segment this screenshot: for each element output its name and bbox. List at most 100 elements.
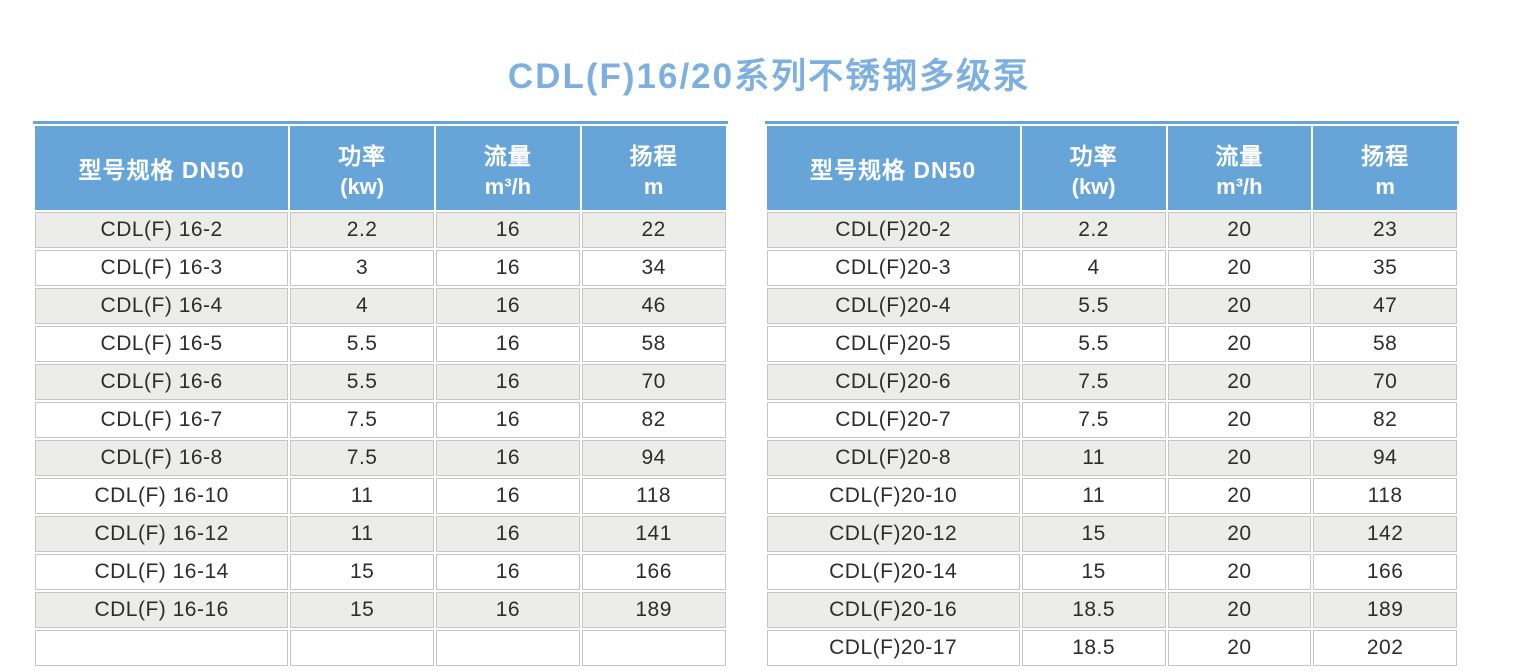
table-row: CDL(F)20-8 11 20 94 (766, 440, 1457, 476)
cell-model: CDL(F)20-5 (766, 326, 1020, 362)
cell-power: 11 (290, 478, 434, 514)
header-row: 型号规格 DN50 功率 (kw) 流量 m³/h 扬程 m (35, 126, 726, 210)
col-header-power: 功率 (kw) (290, 126, 434, 210)
cell-head: 58 (1313, 326, 1457, 362)
pump-table-right-wrap: 型号规格 DN50 功率 (kw) 流量 m³/h 扬程 m CDL(F)20-2 2.2 20… (764, 121, 1460, 668)
cell-head: 141 (581, 516, 726, 552)
cell-power: 15 (290, 554, 434, 590)
col-header-head: 扬程 m (1313, 126, 1457, 210)
cell-model: CDL(F) 16-6 (35, 364, 289, 400)
cell-model: CDL(F) 16-2 (35, 212, 289, 248)
table-row: CDL(F)20-12 15 20 142 (766, 516, 1457, 552)
cell-power: 3 (290, 250, 434, 286)
col-header-head-line1: 扬程 (629, 142, 678, 169)
cell-flow: 20 (1167, 212, 1312, 248)
cell-power: 5.5 (290, 364, 434, 400)
cell-power: 11 (1021, 440, 1166, 476)
cell-head: 189 (581, 592, 726, 628)
table-row: CDL(F)20-14 15 20 166 (766, 554, 1457, 590)
col-header-flow-line2: m³/h (484, 173, 532, 199)
cell-model: CDL(F)20-4 (766, 288, 1020, 324)
cell-model: CDL(F) 16-12 (35, 516, 289, 552)
cell-head: 82 (1313, 402, 1457, 438)
cell-power: 2.2 (290, 212, 434, 248)
cell-power: 18.5 (1021, 630, 1166, 666)
cell-head (581, 630, 726, 666)
cell-flow: 20 (1167, 478, 1312, 514)
cell-model: CDL(F)20-8 (766, 440, 1020, 476)
table-row: CDL(F)20-17 18.5 20 202 (766, 630, 1457, 666)
pump-table-left: 型号规格 DN50 功率 (kw) 流量 m³/h 扬程 m CDL(F) 16-2 2.2 1… (33, 124, 728, 668)
cell-flow: 20 (1167, 554, 1312, 590)
table-row: CDL(F) 16-10 11 16 118 (35, 478, 726, 514)
col-header-flow: 流量 m³/h (1167, 126, 1312, 210)
cell-flow (436, 630, 580, 666)
table-row: CDL(F)20-10 11 20 118 (766, 478, 1457, 514)
table-row: CDL(F) 16-16 15 16 189 (35, 592, 726, 628)
cell-head: 70 (581, 364, 726, 400)
cell-flow: 16 (436, 440, 580, 476)
col-header-model: 型号规格 DN50 (35, 126, 289, 210)
cell-head: 22 (581, 212, 726, 248)
cell-flow: 20 (1167, 630, 1312, 666)
pump-table-left-wrap: 型号规格 DN50 功率 (kw) 流量 m³/h 扬程 m CDL(F) 16-2 2.2 1… (33, 121, 728, 668)
cell-power: 7.5 (1021, 402, 1166, 438)
cell-power: 18.5 (1021, 592, 1166, 628)
table-body: CDL(F)20-2 2.2 20 23 CDL(F)20-3 4 20 35 CDL(F)20… (766, 212, 1457, 666)
cell-head: 94 (1313, 440, 1457, 476)
table-row: CDL(F)20-7 7.5 20 82 (766, 402, 1457, 438)
cell-model: CDL(F)20-12 (766, 516, 1020, 552)
cell-flow: 16 (436, 250, 580, 286)
col-header-flow-line2: m³/h (1216, 173, 1263, 199)
cell-head: 166 (581, 554, 726, 590)
cell-head: 82 (581, 402, 726, 438)
cell-model: CDL(F)20-16 (766, 592, 1020, 628)
page-title: CDL(F)16/20系列不锈钢多级泵 (507, 57, 1031, 96)
cell-flow: 16 (436, 326, 580, 362)
cell-power: 5.5 (1021, 326, 1166, 362)
cell-power: 15 (1021, 554, 1166, 590)
table-row: CDL(F) 16-8 7.5 16 94 (35, 440, 726, 476)
cell-flow: 20 (1167, 516, 1312, 552)
cell-power: 15 (1021, 516, 1166, 552)
cell-head: 47 (1313, 288, 1457, 324)
col-header-model-line1: 型号规格 DN50 (810, 157, 977, 183)
cell-model (35, 630, 289, 666)
cell-flow: 20 (1167, 326, 1312, 362)
cell-flow: 16 (436, 554, 580, 590)
cell-head: 189 (1313, 592, 1457, 628)
table-row: CDL(F) 16-12 11 16 141 (35, 516, 726, 552)
col-header-model-line1: 型号规格 DN50 (78, 157, 245, 183)
cell-power: 4 (290, 288, 434, 324)
cell-model: CDL(F) 16-3 (35, 250, 289, 286)
cell-flow: 20 (1167, 250, 1312, 286)
cell-flow: 16 (436, 478, 580, 514)
col-header-head: 扬程 m (581, 126, 726, 210)
cell-power: 15 (290, 592, 434, 628)
cell-power: 7.5 (290, 440, 434, 476)
table-row: CDL(F) 16-14 15 16 166 (35, 554, 726, 590)
cell-model: CDL(F)20-3 (766, 250, 1020, 286)
tables-container: 型号规格 DN50 功率 (kw) 流量 m³/h 扬程 m CDL(F) 16-2 2.2 1… (33, 121, 1459, 668)
cell-head: 46 (581, 288, 726, 324)
table-row (35, 630, 726, 666)
cell-power: 11 (1021, 478, 1166, 514)
cell-power: 11 (290, 516, 434, 552)
pump-table-right: 型号规格 DN50 功率 (kw) 流量 m³/h 扬程 m CDL(F)20-2 2.2 20… (765, 124, 1460, 668)
table-header-row: 型号规格 DN50 功率 (kw) 流量 m³/h 扬程 m (35, 126, 726, 210)
cell-flow: 16 (436, 288, 580, 324)
table-row: CDL(F)20-6 7.5 20 70 (766, 364, 1457, 400)
cell-model: CDL(F) 16-8 (35, 440, 289, 476)
cell-model: CDL(F) 16-7 (35, 402, 289, 438)
cell-flow: 20 (1167, 592, 1312, 628)
cell-power: 7.5 (290, 402, 434, 438)
cell-flow: 16 (436, 516, 580, 552)
cell-model: CDL(F) 16-4 (35, 288, 289, 324)
table-row: CDL(F)20-2 2.2 20 23 (766, 212, 1457, 248)
cell-head: 118 (581, 478, 726, 514)
cell-model: CDL(F) 16-10 (35, 478, 289, 514)
table-row: CDL(F) 16-2 2.2 16 22 (35, 212, 726, 248)
col-header-head-line2: m (643, 173, 664, 199)
cell-power: 5.5 (1021, 288, 1166, 324)
